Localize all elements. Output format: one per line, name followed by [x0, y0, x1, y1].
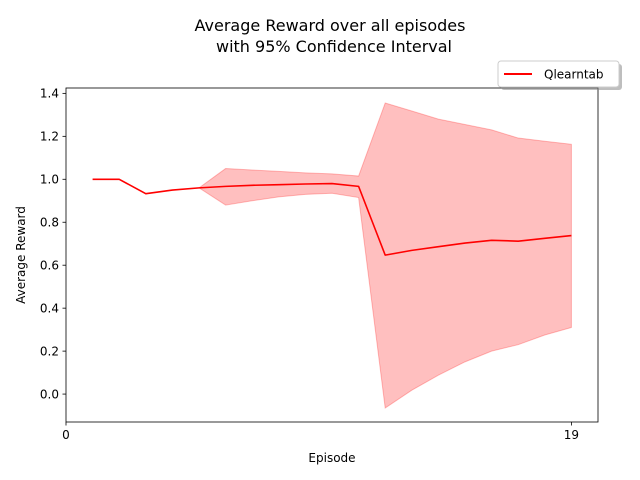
legend: Qlearntab	[497, 60, 622, 90]
y-tick-label: 0.8	[40, 215, 59, 229]
y-tick-label: 0.6	[40, 258, 59, 272]
y-tick-label: 0.4	[40, 301, 59, 315]
confidence-band-0	[92, 102, 572, 409]
y-tick-label: 1.4	[40, 87, 59, 101]
axes-border	[65, 87, 599, 423]
x-tick-label: 19	[564, 428, 579, 442]
y-tick-label: 1.0	[40, 172, 59, 186]
plot-area	[92, 102, 572, 409]
legend-label: Qlearntab	[544, 68, 604, 82]
ticks: 0.0 0.2 0.4 0.6 0.8 1.0 1.2 1.4 0 19	[40, 87, 579, 442]
y-tick-label: 0.2	[40, 344, 59, 358]
legend-box	[497, 60, 620, 88]
axes-frame	[65, 87, 599, 423]
x-axis-label: Episode	[308, 451, 355, 465]
y-axis-label: Average Reward	[14, 206, 28, 304]
y-tick-label: 1.2	[40, 130, 59, 144]
x-tick-label: 0	[62, 428, 70, 442]
y-tick-label: 0.0	[40, 387, 59, 401]
chart-title-line-2: with 95% Confidence Interval	[216, 37, 452, 56]
chart-title-line-1: Average Reward over all episodes	[195, 16, 466, 35]
